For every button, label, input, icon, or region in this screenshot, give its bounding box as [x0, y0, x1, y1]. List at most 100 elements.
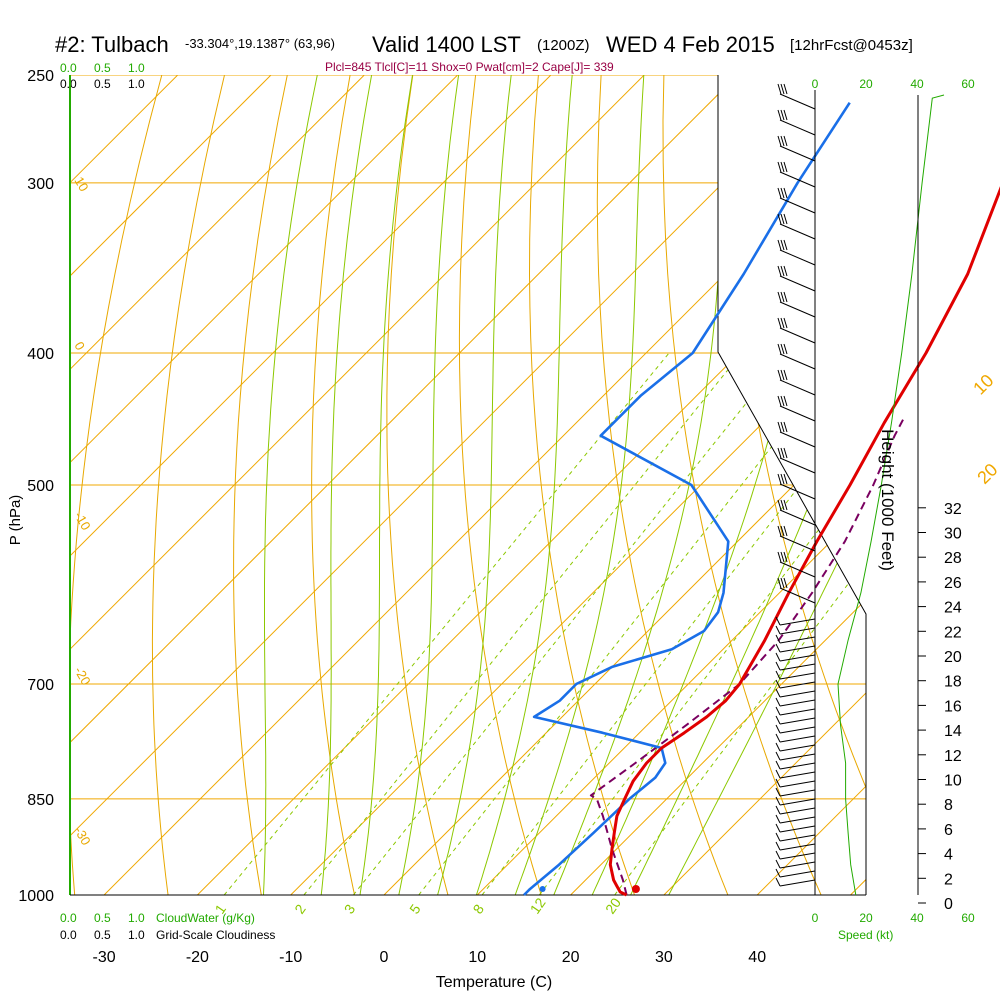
cloudwater-tick-top: 0.5	[94, 61, 111, 75]
wind-barb-flag	[777, 213, 782, 225]
plot-frame	[717, 75, 867, 895]
valid-time: Valid 1400 LST	[372, 32, 521, 57]
wind-barb-staff	[779, 690, 816, 698]
isotherm-line	[476, 75, 866, 895]
wind-barb-staff	[779, 353, 816, 370]
cloudwater-tick-top: 0.0	[60, 61, 77, 75]
wind-barb-staff	[779, 509, 816, 526]
wind-barb-staff	[779, 771, 816, 779]
isotherm-line	[70, 75, 552, 895]
isotherm-line	[70, 75, 272, 895]
pressure-tick-label: 250	[27, 68, 54, 85]
dry-adiabat-line	[70, 75, 163, 895]
y-axis-title: P (hPa)	[7, 495, 24, 546]
height-tick-label: 22	[944, 624, 962, 641]
wind-barb-flag	[780, 161, 785, 173]
wind-barb-flag	[780, 551, 785, 563]
speed-tick-top: 40	[910, 77, 924, 91]
height-tick-label: 14	[944, 723, 962, 740]
wind-barb-staff	[779, 753, 816, 761]
cloudwater-tick-bottom: 0.0	[60, 911, 77, 925]
wind-barb-flag	[783, 109, 788, 121]
mixing-ratio-label: 12	[527, 895, 549, 917]
parcel-trace	[589, 415, 906, 896]
wind-barb-flag	[775, 652, 781, 662]
cloud-scale-top: 0.0 0.5 1.0 0.0 0.5 1.0	[60, 61, 145, 91]
cloudwater-tick-bottom: 0.5	[94, 911, 111, 925]
wind-barb-flag	[780, 135, 785, 147]
height-tick-label: 6	[944, 822, 953, 839]
wind-barb-flag	[775, 742, 781, 752]
wind-barb-flag	[775, 616, 781, 626]
dry-adiabat-label: 0	[71, 339, 88, 353]
wind-barb-flag	[783, 135, 788, 147]
speed-tick-bottom: 40	[910, 911, 924, 925]
x-tick-label: 10	[468, 949, 486, 966]
wind-barb-flag	[775, 733, 781, 743]
wind-barb-staff	[779, 301, 816, 318]
height-tick-label: 4	[944, 847, 953, 864]
wind-barb-flag	[780, 213, 785, 225]
wind-barb-staff	[779, 681, 816, 689]
pressure-tick-label: 500	[27, 478, 54, 495]
wind-barb-flag	[780, 577, 785, 589]
mixing-ratio-line	[303, 352, 742, 895]
mixing-ratio-line	[538, 352, 866, 895]
cloudiness-tick-top: 1.0	[128, 77, 145, 91]
cloudiness-tick-top: 0.5	[94, 77, 111, 91]
speed-tick-top: 60	[961, 77, 975, 91]
x-tick-label: -20	[186, 949, 209, 966]
mixing-ratio-line	[614, 352, 866, 895]
wind-barb-flag	[777, 499, 782, 511]
wind-barb-staff	[779, 636, 816, 644]
dry-adiabat-line	[662, 75, 835, 895]
wind-barb-flag	[780, 447, 785, 459]
wind-barb-staff	[779, 708, 816, 716]
wind-barb-flag	[775, 823, 781, 833]
wind-barb-flag	[783, 343, 788, 355]
wind-barb-staff	[779, 663, 816, 671]
wind-barb-flag	[777, 83, 782, 95]
isotherm-line	[663, 75, 866, 895]
dry-adiabat-line	[851, 75, 866, 895]
speed-tick-bottom: 20	[859, 911, 873, 925]
wind-barb-flag	[775, 670, 781, 680]
wind-barb-flag	[775, 688, 781, 698]
surface-temperature-dot	[631, 885, 640, 893]
cloudwater-tick-bottom: 1.0	[128, 911, 145, 925]
dewpoint-trace	[523, 101, 851, 896]
wind-barb-staff	[779, 699, 816, 707]
moist-adiabat-line	[541, 75, 731, 895]
isotherm-line	[570, 75, 866, 895]
wind-barb-flag	[780, 499, 785, 511]
wind-barb-flag	[777, 317, 782, 329]
wind-barb-flag	[775, 715, 781, 725]
dry-adiabat-line	[915, 75, 1000, 924]
pressure-tick-label: 1000	[18, 888, 54, 905]
dry-adiabat-line	[528, 75, 646, 895]
wind-barb-flag	[777, 291, 782, 303]
wind-barb-flag	[775, 661, 781, 671]
wind-barb-staff	[779, 275, 816, 292]
isotherm-label: 10	[969, 370, 997, 398]
wind-barb-staff	[779, 535, 816, 552]
dry-adiabat-line	[458, 75, 551, 895]
wind-barb-flag	[777, 395, 782, 407]
wind-barb-flag	[777, 265, 782, 277]
mixing-ratio-line	[352, 352, 787, 895]
wind-barb-flag	[780, 239, 785, 251]
mixing-ratio-label: 5	[406, 901, 424, 917]
wind-barb-staff	[779, 618, 816, 626]
wind-barb-flag	[783, 317, 788, 329]
wind-barb-staff	[779, 379, 816, 396]
x-tick-label: 40	[748, 949, 766, 966]
wind-barb-flag	[775, 706, 781, 716]
mixing-ratio-line	[481, 352, 866, 895]
station-coords: -33.304°,19.1387° (63,96)	[185, 36, 335, 51]
wind-barb-staff	[779, 861, 816, 869]
forecast-label: [12hrFcst@0453z]	[790, 37, 913, 54]
sounding-params: Plcl=845 Tlcl[C]=11 Shox=0 Pwat[cm]=2 Ca…	[325, 60, 614, 74]
zulu-time: (1200Z)	[537, 37, 590, 54]
x-tick-label: 20	[562, 949, 580, 966]
